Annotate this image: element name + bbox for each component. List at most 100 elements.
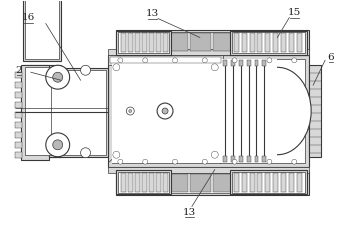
- Circle shape: [46, 133, 70, 157]
- Circle shape: [232, 159, 237, 164]
- Circle shape: [202, 58, 207, 63]
- Bar: [15, 102, 22, 108]
- Bar: [281, 34, 286, 52]
- Circle shape: [129, 110, 132, 112]
- Bar: [15, 92, 22, 98]
- Bar: [254, 156, 259, 162]
- Bar: [25, 67, 59, 155]
- Bar: [116, 31, 171, 55]
- Bar: [149, 173, 154, 191]
- Bar: [156, 34, 161, 52]
- Bar: [23, 0, 61, 61]
- Text: 13: 13: [183, 208, 197, 217]
- Bar: [112, 59, 277, 163]
- Text: 6: 6: [328, 53, 334, 62]
- Circle shape: [143, 159, 148, 164]
- Bar: [297, 173, 302, 191]
- Bar: [223, 60, 227, 66]
- Bar: [250, 173, 254, 191]
- Bar: [231, 60, 235, 66]
- Bar: [15, 152, 22, 158]
- Bar: [15, 122, 22, 128]
- Text: 2: 2: [16, 66, 22, 75]
- Bar: [144, 174, 165, 191]
- Bar: [236, 174, 256, 191]
- Bar: [128, 34, 133, 52]
- Bar: [259, 34, 279, 51]
- Bar: [246, 60, 251, 66]
- Ellipse shape: [244, 67, 311, 155]
- Circle shape: [81, 148, 90, 158]
- Bar: [135, 173, 140, 191]
- Bar: [234, 173, 239, 191]
- Bar: [258, 173, 262, 191]
- Bar: [163, 34, 168, 52]
- Bar: [121, 173, 126, 191]
- Bar: [274, 34, 278, 52]
- Bar: [109, 55, 223, 65]
- Bar: [15, 112, 22, 118]
- Circle shape: [232, 58, 237, 63]
- Circle shape: [81, 65, 90, 75]
- Bar: [266, 173, 270, 191]
- Bar: [121, 34, 126, 52]
- Bar: [259, 174, 279, 191]
- Circle shape: [267, 159, 272, 164]
- Bar: [281, 174, 302, 191]
- Bar: [142, 173, 147, 191]
- Bar: [213, 34, 234, 51]
- Bar: [110, 57, 221, 63]
- Bar: [25, 0, 59, 59]
- Bar: [242, 173, 246, 191]
- Bar: [21, 65, 49, 160]
- Circle shape: [173, 58, 177, 63]
- Bar: [230, 31, 307, 55]
- Circle shape: [202, 159, 207, 164]
- Bar: [109, 50, 309, 55]
- Bar: [230, 170, 307, 194]
- Bar: [63, 71, 104, 151]
- Bar: [109, 55, 309, 167]
- Bar: [281, 34, 302, 51]
- Circle shape: [126, 107, 134, 115]
- Bar: [118, 32, 169, 53]
- Circle shape: [211, 151, 218, 158]
- Bar: [274, 173, 278, 191]
- Bar: [262, 156, 267, 162]
- Bar: [15, 82, 22, 88]
- Circle shape: [53, 72, 63, 82]
- Bar: [112, 59, 305, 163]
- Text: 15: 15: [288, 8, 301, 17]
- Bar: [119, 32, 306, 52]
- Circle shape: [46, 65, 70, 89]
- Bar: [234, 34, 239, 52]
- Circle shape: [292, 58, 297, 63]
- Circle shape: [143, 58, 148, 63]
- Bar: [15, 142, 22, 148]
- Circle shape: [53, 140, 63, 150]
- Circle shape: [162, 108, 168, 114]
- Bar: [135, 34, 140, 52]
- Bar: [190, 34, 211, 51]
- Bar: [163, 173, 168, 191]
- Bar: [61, 69, 106, 153]
- Bar: [142, 34, 147, 52]
- Bar: [289, 34, 294, 52]
- Bar: [144, 34, 165, 51]
- Bar: [116, 170, 171, 194]
- Bar: [116, 170, 309, 196]
- Bar: [246, 156, 251, 162]
- Bar: [254, 60, 259, 66]
- Bar: [121, 34, 142, 51]
- Bar: [281, 173, 286, 191]
- Bar: [242, 34, 246, 52]
- Bar: [297, 34, 302, 52]
- Circle shape: [157, 103, 173, 119]
- Bar: [167, 34, 188, 51]
- Bar: [156, 173, 161, 191]
- Bar: [289, 173, 294, 191]
- Bar: [118, 172, 169, 193]
- Bar: [231, 156, 235, 162]
- Bar: [232, 172, 305, 193]
- Bar: [15, 132, 22, 138]
